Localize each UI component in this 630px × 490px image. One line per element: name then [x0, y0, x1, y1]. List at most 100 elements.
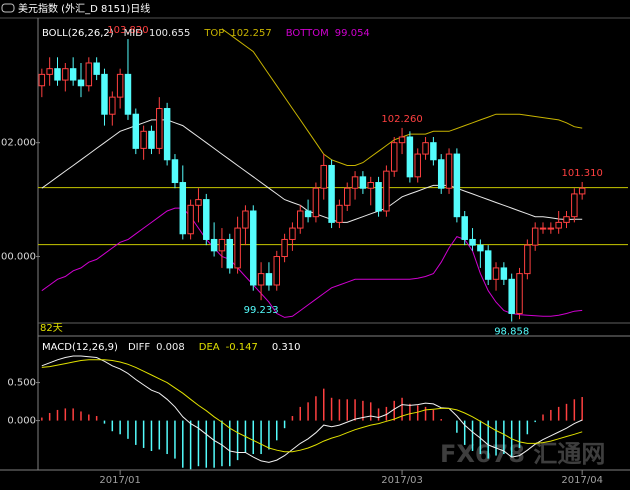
candle-body [390, 142, 398, 172]
candle-body [210, 238, 218, 252]
candle-body [351, 176, 359, 189]
legend-value: 100.655 [149, 28, 190, 39]
candle-body [367, 182, 374, 189]
candle-body [578, 187, 586, 195]
footer-label: 82天 [40, 323, 63, 334]
candle-body [492, 267, 500, 280]
candle-body [265, 273, 273, 286]
y-tick-label: 0.500 [7, 378, 36, 389]
legend-value: -0.147 [226, 342, 258, 353]
candle-body [531, 227, 539, 246]
candle-body [85, 62, 93, 87]
high-label: 101.310 [561, 168, 602, 179]
high-label: 102.260 [381, 114, 422, 125]
legend-value: 102.257 [230, 28, 271, 39]
candle-body [500, 267, 508, 280]
chart-title: 美元指数 (外汇_D 8151)日线 [18, 2, 150, 15]
candle-body [430, 142, 437, 161]
candle-body [156, 108, 163, 149]
candle-body [203, 199, 210, 240]
candle-body [445, 153, 453, 189]
legend-name: BOTTOM [286, 28, 329, 39]
candle-body [375, 182, 382, 212]
x-tick-label: 2017/04 [561, 475, 603, 486]
candle-body [484, 250, 492, 280]
candle-body [77, 79, 85, 87]
candle-body [281, 238, 288, 258]
candle-body [242, 210, 249, 229]
macd-title: MACD(12,26,9) [42, 342, 118, 353]
legend-value: 99.054 [335, 28, 370, 39]
candle-body [461, 216, 468, 240]
candle-body [171, 159, 179, 184]
legend-value: 0.008 [156, 342, 185, 353]
legend-name: TOP [203, 28, 224, 39]
candle-body [93, 62, 100, 75]
candle-body [328, 164, 335, 223]
legend-name: DEA [199, 342, 220, 353]
candle-body [289, 227, 296, 240]
candle-body [297, 210, 304, 229]
candle-body [571, 193, 578, 218]
low-label: 98.858 [494, 327, 529, 338]
candle-body [336, 204, 343, 223]
x-tick-label: 2017/01 [99, 475, 141, 486]
candle-body [383, 170, 390, 212]
candle-body [406, 136, 414, 178]
candle-body [273, 256, 281, 286]
candle-body [54, 68, 61, 81]
candle-body [140, 130, 147, 149]
candle-body [437, 159, 445, 189]
candle-body [469, 238, 476, 246]
candle-body [343, 187, 351, 206]
high-label: 103.820 [107, 25, 148, 36]
candle-body [179, 182, 187, 235]
legend-name: MID [124, 28, 144, 39]
candle-body [555, 221, 562, 229]
candle-body [46, 68, 53, 75]
candle-body [38, 73, 46, 87]
candle-body [218, 238, 226, 252]
indicator-line [41, 359, 583, 453]
candle-body [477, 244, 484, 252]
candle-body [62, 68, 69, 81]
candle-body [547, 227, 555, 230]
indicator-line [41, 207, 583, 318]
candle-body [508, 278, 515, 314]
indicator-line [41, 355, 583, 463]
candle-body [163, 108, 171, 161]
candle-body [69, 68, 77, 81]
y-tick-label: 100.000 [0, 252, 36, 263]
candle-body [234, 227, 241, 269]
legend-name: DIFF [128, 342, 150, 353]
legend-value: 0.310 [272, 342, 301, 353]
candle-body [132, 113, 140, 149]
candle-body [398, 136, 406, 144]
indicator-title: BOLL(26,26,2) [42, 28, 114, 39]
candle-body [124, 73, 132, 115]
candle-body [101, 73, 108, 115]
candle-body [304, 210, 312, 218]
candle-body [226, 238, 234, 269]
candle-body [320, 164, 327, 189]
y-tick-label: 102.000 [0, 138, 36, 149]
candle-body [563, 216, 570, 223]
candle-body [148, 130, 155, 149]
candle-body [257, 273, 265, 286]
candle-body [116, 73, 124, 98]
candle-body [195, 199, 202, 206]
candle-body [109, 96, 116, 115]
candle-body [312, 187, 320, 218]
x-tick-label: 2017/03 [381, 475, 423, 486]
low-label: 99.233 [244, 305, 279, 316]
candle-body [414, 153, 421, 178]
y-tick-label: 0.000 [7, 416, 36, 427]
title-icon [1, 3, 15, 13]
candle-body [250, 210, 257, 286]
indicator-line [41, 119, 583, 223]
candle-body [359, 176, 367, 189]
candle-body [453, 153, 461, 218]
candle-body [516, 273, 523, 314]
candle-body [539, 227, 547, 230]
